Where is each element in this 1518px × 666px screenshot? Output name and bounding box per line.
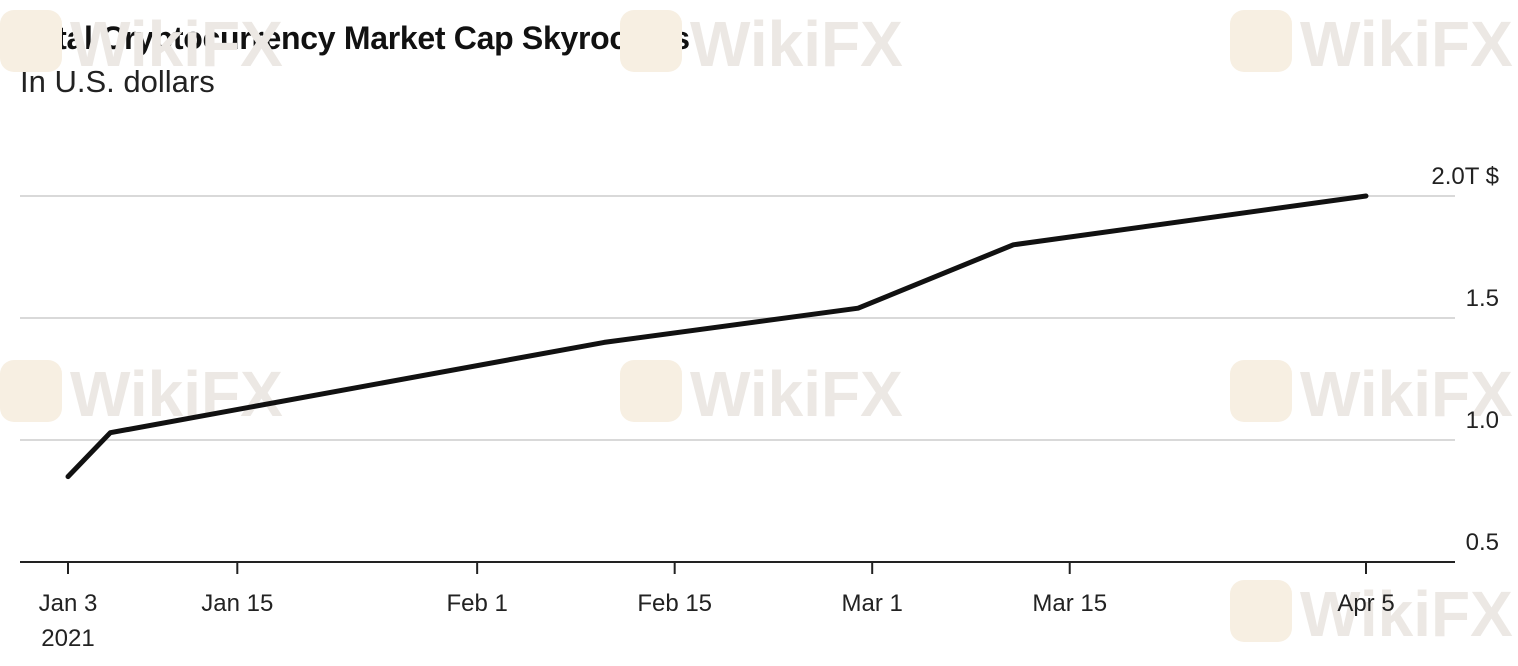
y-tick-label: 0.5 xyxy=(1466,529,1499,556)
series-layer xyxy=(65,193,1369,480)
grid-lines xyxy=(20,195,1455,563)
watermark-logo-icon xyxy=(1230,360,1292,422)
watermark-text: WikiFX xyxy=(690,8,903,80)
x-tick-label: Jan 3 xyxy=(39,590,98,617)
watermark-text: WikiFX xyxy=(1300,578,1513,650)
watermark-logo-icon xyxy=(1230,580,1292,642)
watermark-text: WikiFX xyxy=(70,8,283,80)
y-tick-label: 2.0T $ xyxy=(1431,163,1499,190)
x-tick-label: Mar 15 xyxy=(1032,590,1107,617)
x-year-label: 2021 xyxy=(41,625,94,652)
x-tick-label: Apr 5 xyxy=(1337,590,1394,617)
x-tick-label: Feb 1 xyxy=(446,590,507,617)
watermark-logo-icon xyxy=(0,10,62,72)
watermark-text: WikiFX xyxy=(1300,358,1513,430)
x-tick-label: Mar 1 xyxy=(842,590,903,617)
y-axis: 0.5 1.0 1.5 2.0T $ xyxy=(1431,163,1499,556)
watermark-text: WikiFX xyxy=(1300,8,1513,80)
watermark-text: WikiFX xyxy=(690,358,903,430)
chart-title: Total Cryptocurrency Market Cap Skyrocke… xyxy=(20,20,690,56)
watermark-layer: WikiFX WikiFX WikiFX WikiFX WikiFX WikiFX Wiki… xyxy=(0,8,1513,650)
watermark-logo-icon xyxy=(0,360,62,422)
watermark-logo-icon xyxy=(1230,10,1292,72)
x-axis: Jan 3 Jan 15 Feb 1 Feb 15 Mar 1 Mar 15 Apr 5 20… xyxy=(39,562,1395,652)
series-line xyxy=(65,193,1369,480)
watermark-text: WikiFX xyxy=(70,358,283,430)
y-tick-label: 1.5 xyxy=(1466,285,1499,312)
y-tick-label: 1.0 xyxy=(1466,407,1499,434)
watermark-logo-icon xyxy=(620,360,682,422)
x-tick-label: Feb 15 xyxy=(637,590,712,617)
watermark-logo-icon xyxy=(620,10,682,72)
x-tick-label: Jan 15 xyxy=(201,590,273,617)
